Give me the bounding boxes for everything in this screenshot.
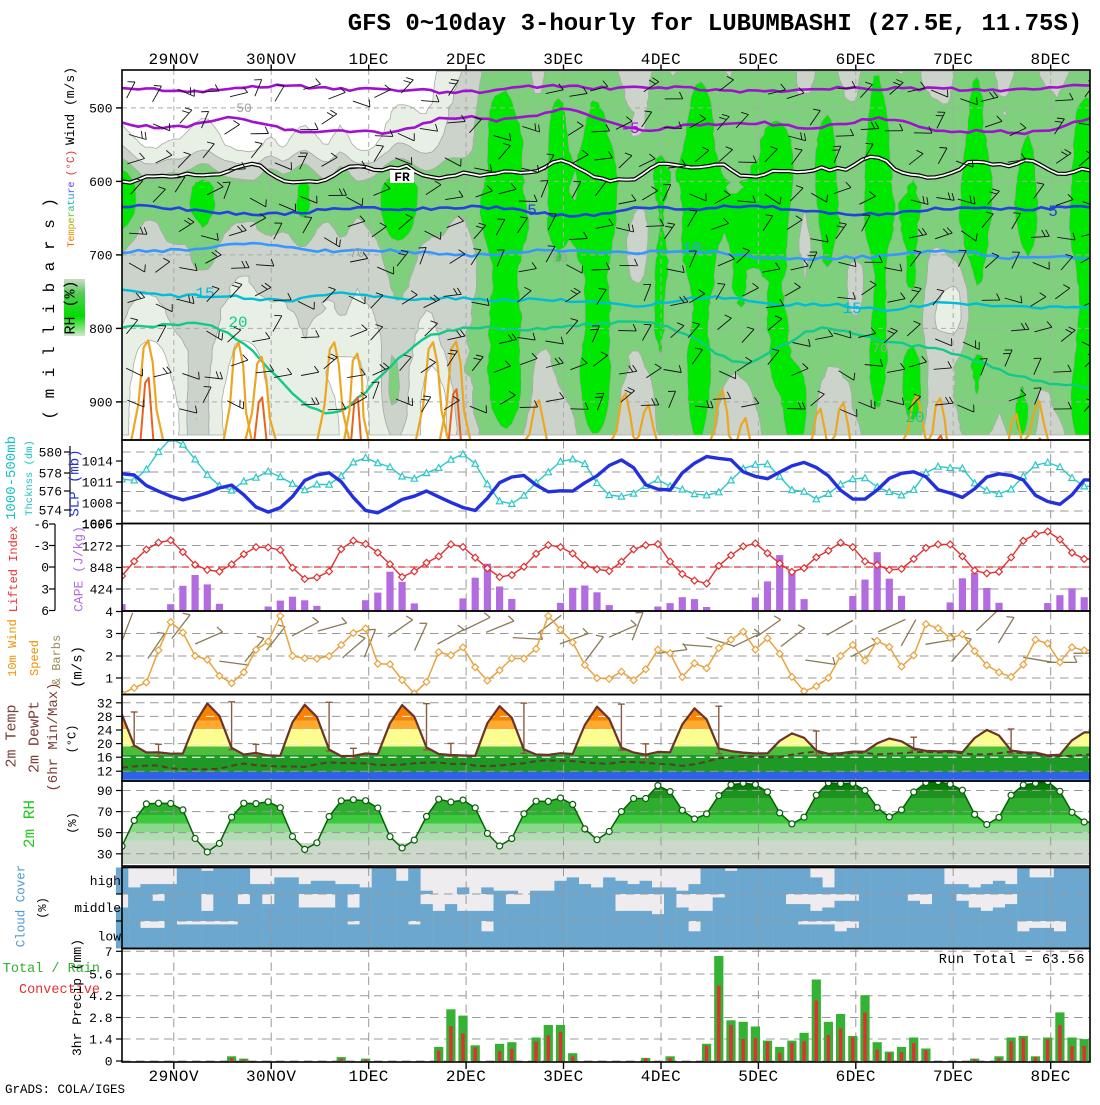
- svg-text:574: 574: [39, 504, 63, 519]
- svg-text:1DEC: 1DEC: [348, 51, 388, 69]
- svg-text:424: 424: [90, 583, 114, 598]
- svg-text:29NOV: 29NOV: [149, 51, 200, 69]
- svg-text:0: 0: [41, 561, 49, 576]
- svg-text:3DEC: 3DEC: [543, 1068, 583, 1086]
- svg-text:6DEC: 6DEC: [836, 51, 876, 69]
- svg-text:(m/s): (m/s): [71, 646, 87, 688]
- svg-text:FR: FR: [394, 170, 410, 185]
- svg-text:low: low: [98, 930, 122, 945]
- svg-text:16: 16: [97, 751, 113, 766]
- svg-text:(6hr Min/Max): (6hr Min/Max): [46, 682, 62, 791]
- svg-text:Total / Rain: Total / Rain: [3, 962, 100, 977]
- svg-text:7DEC: 7DEC: [933, 51, 973, 69]
- svg-text:900: 900: [89, 395, 112, 410]
- svg-text:8DEC: 8DEC: [1030, 1068, 1070, 1086]
- svg-text:RH (%): RH (%): [63, 280, 80, 334]
- svg-text:Convective: Convective: [19, 983, 100, 998]
- svg-text:middle: middle: [74, 901, 121, 916]
- svg-text:-3: -3: [33, 539, 49, 554]
- svg-text:4: 4: [105, 605, 113, 620]
- svg-text:2m DewPt: 2m DewPt: [27, 701, 44, 773]
- svg-text:29NOV: 29NOV: [149, 1068, 200, 1086]
- svg-text:1: 1: [105, 672, 113, 687]
- svg-text:-6: -6: [33, 518, 49, 533]
- svg-text:2.8: 2.8: [89, 1011, 112, 1026]
- svg-text:50: 50: [97, 826, 113, 841]
- svg-text:5DEC: 5DEC: [738, 51, 778, 69]
- svg-text:Lifted Index: Lifted Index: [7, 526, 21, 612]
- svg-text:800: 800: [89, 322, 112, 337]
- svg-text:Run Total = 63.56: Run Total = 63.56: [939, 953, 1085, 968]
- svg-text:15: 15: [195, 285, 214, 303]
- svg-text:3hr Precip (mm): 3hr Precip (mm): [70, 939, 85, 1056]
- svg-text:CAPE (J/kg): CAPE (J/kg): [72, 526, 87, 612]
- svg-text:1014: 1014: [82, 455, 113, 470]
- svg-text:(%): (%): [66, 812, 80, 834]
- svg-text:70: 70: [872, 341, 888, 356]
- svg-text:15: 15: [842, 300, 861, 318]
- svg-text:10: 10: [682, 240, 701, 258]
- svg-text:3: 3: [41, 583, 49, 598]
- svg-text:3DEC: 3DEC: [543, 51, 583, 69]
- svg-text:6DEC: 6DEC: [836, 1068, 876, 1086]
- svg-text:2m Temp: 2m Temp: [4, 704, 21, 767]
- svg-text:4DEC: 4DEC: [641, 1068, 681, 1086]
- svg-text:848: 848: [90, 561, 113, 576]
- svg-text:(millibars): (millibars): [41, 186, 59, 419]
- svg-text:580: 580: [39, 446, 62, 461]
- svg-text:7: 7: [105, 945, 113, 960]
- svg-text:8DEC: 8DEC: [1030, 51, 1070, 69]
- svg-text:5DEC: 5DEC: [738, 1068, 778, 1086]
- svg-text:576: 576: [39, 485, 62, 500]
- svg-text:& Barbs: & Barbs: [50, 635, 64, 685]
- svg-text:Cloud Cover: Cloud Cover: [15, 865, 29, 948]
- svg-text:0: 0: [105, 1055, 113, 1070]
- svg-text:(°C): (°C): [66, 725, 80, 754]
- svg-text:1011: 1011: [82, 476, 113, 491]
- svg-text:12: 12: [97, 765, 113, 780]
- svg-text:70: 70: [97, 805, 113, 820]
- svg-text:Thcknss (dm): Thcknss (dm): [24, 440, 36, 516]
- svg-text:(°C): (°C): [66, 150, 78, 176]
- svg-text:3: 3: [105, 627, 113, 642]
- svg-text:700: 700: [89, 248, 112, 263]
- svg-text:30NOV: 30NOV: [246, 51, 297, 69]
- svg-text:1.4: 1.4: [89, 1033, 113, 1048]
- svg-text:GrADS: COLA/IGES: GrADS: COLA/IGES: [5, 1083, 125, 1097]
- svg-text:578: 578: [39, 467, 62, 482]
- svg-text:1008: 1008: [82, 497, 113, 512]
- svg-text:50: 50: [236, 101, 252, 116]
- svg-text:GFS 0~10day 3-hourly for LUBUM: GFS 0~10day 3-hourly for LUBUMBASHI (27.…: [348, 11, 1083, 38]
- svg-text:Wind (m/s): Wind (m/s): [63, 67, 78, 145]
- svg-text:2m RH: 2m RH: [21, 800, 39, 848]
- svg-text:SLP (mb): SLP (mb): [68, 449, 84, 516]
- svg-text:2: 2: [105, 650, 113, 665]
- svg-text:30NOV: 30NOV: [246, 1068, 297, 1086]
- svg-text:Speed: Speed: [28, 640, 42, 676]
- svg-text:600: 600: [89, 175, 112, 190]
- svg-text:20: 20: [905, 409, 924, 427]
- svg-text:2DEC: 2DEC: [446, 51, 486, 69]
- svg-text:1000-500mb: 1000-500mb: [4, 436, 20, 520]
- svg-text:500: 500: [89, 101, 112, 116]
- svg-text:4DEC: 4DEC: [641, 51, 681, 69]
- svg-text:50: 50: [552, 251, 568, 266]
- svg-text:70: 70: [349, 246, 365, 261]
- svg-text:1DEC: 1DEC: [348, 1068, 388, 1086]
- svg-text:5: 5: [527, 202, 537, 220]
- svg-text:high: high: [90, 874, 121, 889]
- svg-text:6: 6: [41, 604, 49, 619]
- svg-text:90: 90: [97, 784, 113, 799]
- svg-text:Temperature: Temperature: [67, 181, 78, 247]
- svg-text:(%): (%): [36, 897, 50, 919]
- svg-text:2DEC: 2DEC: [446, 1068, 486, 1086]
- svg-text:10m Wind: 10m Wind: [6, 619, 20, 677]
- svg-text:7DEC: 7DEC: [933, 1068, 973, 1086]
- svg-text:30: 30: [97, 847, 113, 862]
